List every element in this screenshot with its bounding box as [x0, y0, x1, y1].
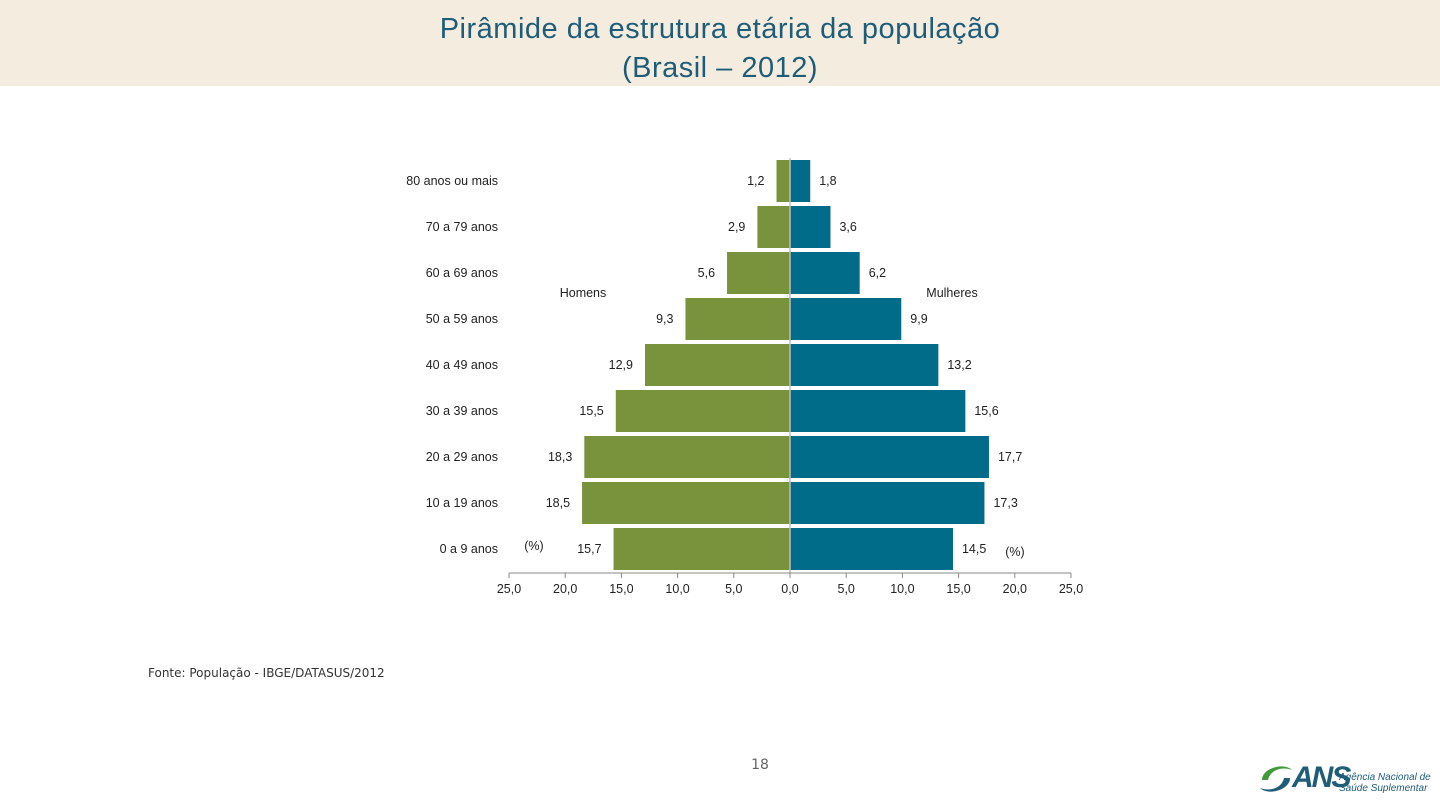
- data-label-homens: 9,3: [656, 312, 673, 326]
- bar-homens: [645, 344, 790, 386]
- x-tick-label: 10,0: [665, 582, 689, 596]
- x-tick-label: 25,0: [497, 582, 521, 596]
- x-tick-label: 25,0: [1059, 582, 1083, 596]
- unit-label-left: (%): [524, 539, 543, 553]
- bar-mulheres: [790, 206, 831, 248]
- page-number: 18: [751, 757, 769, 773]
- logo-name-line-1: Agência Nacional de: [1339, 772, 1431, 783]
- title-line-1: Pirâmide da estrutura etária da populaçã…: [439, 13, 1001, 45]
- bar-mulheres: [790, 252, 860, 294]
- logo-name: Agência Nacional de Saúde Suplementar: [1339, 772, 1431, 794]
- bar-homens: [615, 390, 790, 432]
- age-group-label: 80 anos ou mais: [406, 174, 498, 188]
- x-tick-label: 20,0: [1003, 582, 1027, 596]
- data-label-homens: 2,9: [728, 220, 745, 234]
- age-group-label: 50 a 59 anos: [426, 312, 498, 326]
- age-group-label: 0 a 9 anos: [440, 542, 498, 556]
- x-tick-label: 0,0: [781, 582, 798, 596]
- bar-mulheres: [790, 528, 953, 570]
- slide-title: Pirâmide da estrutura etária da populaçã…: [0, 10, 1440, 88]
- data-label-homens: 18,3: [548, 450, 572, 464]
- logo-name-line-2: Saúde Suplementar: [1339, 783, 1428, 794]
- data-label-homens: 12,9: [609, 358, 633, 372]
- data-label-mulheres: 3,6: [839, 220, 856, 234]
- bar-mulheres: [790, 482, 985, 524]
- slide-header: [0, 0, 1440, 86]
- x-tick-label: 15,0: [609, 582, 633, 596]
- bar-homens: [582, 482, 790, 524]
- data-label-mulheres: 9,9: [910, 312, 927, 326]
- source-note: Fonte: População - IBGE/DATASUS/2012: [148, 666, 385, 680]
- x-tick-label: 15,0: [946, 582, 970, 596]
- bar-mulheres: [790, 436, 989, 478]
- age-group-label: 30 a 39 anos: [426, 404, 498, 418]
- data-label-mulheres: 13,2: [947, 358, 971, 372]
- bar-mulheres: [790, 344, 939, 386]
- data-label-homens: 15,7: [577, 542, 601, 556]
- data-label-mulheres: 1,8: [819, 174, 836, 188]
- ans-logo-icon: [1260, 766, 1292, 792]
- bar-homens: [727, 252, 790, 294]
- data-label-homens: 1,2: [747, 174, 764, 188]
- data-label-mulheres: 14,5: [962, 542, 986, 556]
- bar-homens: [757, 206, 790, 248]
- data-label-mulheres: 15,6: [974, 404, 998, 418]
- data-label-homens: 18,5: [546, 496, 570, 510]
- bar-homens: [685, 298, 790, 340]
- x-tick-label: 10,0: [890, 582, 914, 596]
- bar-mulheres: [790, 160, 811, 202]
- series-label-mulheres: Mulheres: [926, 286, 977, 300]
- data-label-homens: 15,5: [579, 404, 603, 418]
- age-group-label: 20 a 29 anos: [426, 450, 498, 464]
- age-group-label: 40 a 49 anos: [426, 358, 498, 372]
- age-group-label: 70 a 79 anos: [426, 220, 498, 234]
- bar-homens: [613, 528, 790, 570]
- data-label-mulheres: 17,7: [998, 450, 1022, 464]
- x-tick-label: 5,0: [725, 582, 742, 596]
- ans-logo: ANS Agência Nacional de Saúde Suplementa…: [1258, 760, 1431, 800]
- unit-label-right: (%): [1005, 545, 1024, 559]
- bar-mulheres: [790, 298, 902, 340]
- x-tick-label: 5,0: [838, 582, 855, 596]
- age-group-label: 60 a 69 anos: [426, 266, 498, 280]
- bar-mulheres: [790, 390, 966, 432]
- data-label-mulheres: 17,3: [993, 496, 1017, 510]
- logo-abbreviation: ANS: [1292, 761, 1351, 794]
- series-label-homens: Homens: [560, 286, 607, 300]
- data-label-mulheres: 6,2: [869, 266, 886, 280]
- age-group-label: 10 a 19 anos: [426, 496, 498, 510]
- bar-homens: [776, 160, 790, 202]
- title-line-2: (Brasil – 2012): [621, 52, 819, 84]
- x-tick-label: 20,0: [553, 582, 577, 596]
- data-label-homens: 5,6: [698, 266, 715, 280]
- bar-homens: [584, 436, 790, 478]
